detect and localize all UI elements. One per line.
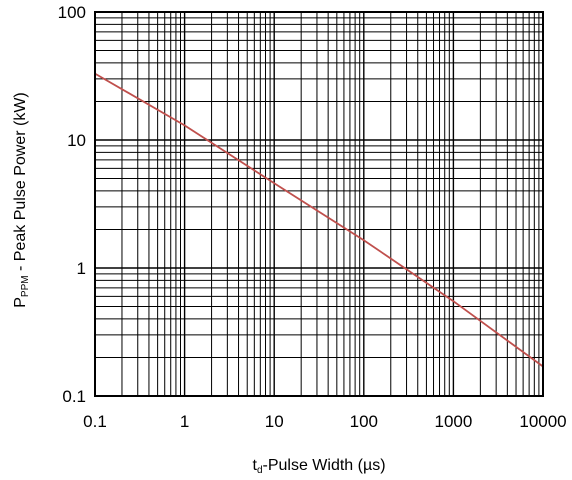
series-layer [94,72,544,368]
y-tick-label: 100 [58,3,86,22]
x-tick-label: 1000 [434,412,472,431]
plot-frame [94,11,544,397]
x-tick-label: 1 [180,412,189,431]
y-tick-label: 0.1 [62,387,86,406]
x-axis-label: td-Pulse Width (µs) [252,457,385,476]
x-tick-label: 10 [265,412,284,431]
y-tick-labels: 100 10 1 0.1 [58,3,86,406]
x-tick-labels: 0.1 1 10 100 1000 10000 [83,412,566,431]
grid [94,12,543,397]
x-tick-label: 0.1 [83,412,107,431]
y-tick-label: 10 [67,131,86,150]
y-axis-label: PPPM - Peak Pulse Power (kW) [12,92,31,308]
x-tick-label: 100 [350,412,378,431]
y-tick-label: 1 [77,259,86,278]
x-tick-label: 10000 [519,412,566,431]
series-line [94,72,544,368]
